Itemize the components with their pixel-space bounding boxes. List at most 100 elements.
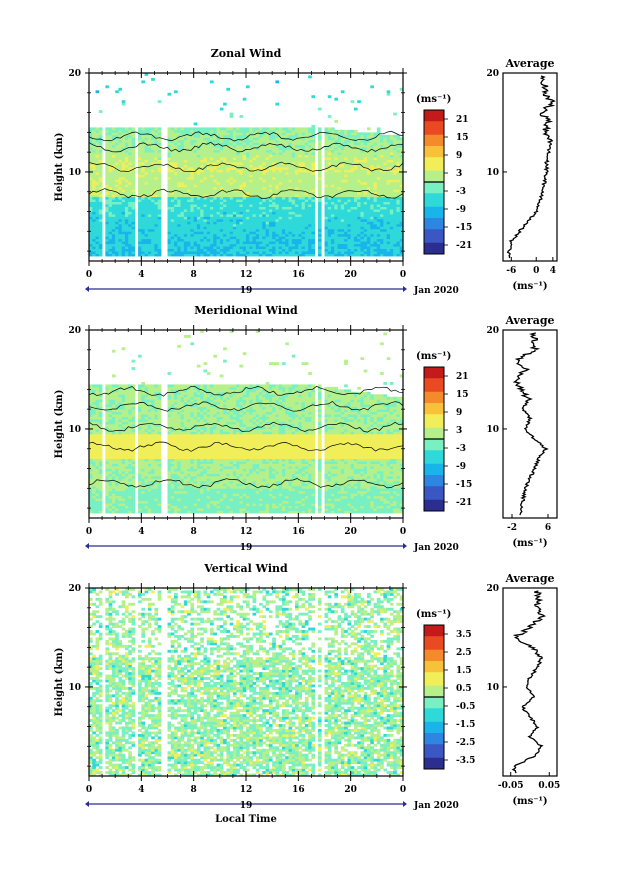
heatmap-cell <box>367 179 371 183</box>
heatmap-cell <box>124 196 129 200</box>
heatmap-cell <box>334 157 338 160</box>
heatmap-cell <box>275 199 280 203</box>
heatmap-cell <box>252 246 257 250</box>
heatmap-cell <box>255 241 260 245</box>
heatmap-cell <box>170 149 175 153</box>
heatmap-cell <box>111 164 116 168</box>
heatmap-cell <box>131 236 136 240</box>
heatmap-cell <box>177 162 181 165</box>
heatmap-cell <box>124 127 129 131</box>
heatmap-cell <box>128 152 132 156</box>
heatmap-cell <box>219 194 224 198</box>
heatmap-cell <box>187 248 191 252</box>
heatmap-cell <box>340 164 345 168</box>
heatmap-cell <box>281 176 286 180</box>
heatmap-cell <box>111 154 116 158</box>
heatmap-cell <box>180 209 185 212</box>
heatmap-cell <box>167 246 172 250</box>
heatmap-cell <box>331 246 335 250</box>
heatmap-cell <box>291 184 296 188</box>
heatmap-cell <box>111 221 116 225</box>
heatmap-cell <box>170 152 175 156</box>
heatmap-cell <box>141 221 145 225</box>
heatmap-cell <box>308 139 312 143</box>
heatmap-cell <box>311 132 316 136</box>
heatmap-cell <box>242 196 247 200</box>
heatmap-cell <box>324 164 329 168</box>
heatmap-cell <box>249 241 253 245</box>
heatmap-cell <box>357 137 361 141</box>
heatmap-cell <box>147 176 152 180</box>
heatmap-cell <box>360 157 365 160</box>
heatmap-cell <box>363 214 368 217</box>
heatmap-cell <box>265 149 270 153</box>
heatmap-cell <box>196 246 201 250</box>
heatmap-cell <box>344 132 348 136</box>
heatmap-cell <box>265 218 270 222</box>
heatmap-cell <box>121 162 126 165</box>
heatmap-cell <box>357 211 361 215</box>
heatmap-cell <box>272 134 276 138</box>
heatmap-cell <box>311 194 316 198</box>
heatmap-cell <box>304 248 309 252</box>
heatmap-cell <box>249 137 253 141</box>
heatmap-cell <box>124 206 129 210</box>
heatmap-cell <box>275 142 280 146</box>
heatmap-cell <box>203 174 208 178</box>
heatmap-cell <box>246 241 250 245</box>
heatmap-cell <box>229 243 234 247</box>
heatmap-cell <box>337 238 342 242</box>
heatmap-cell <box>180 204 185 207</box>
heatmap-cell <box>268 176 273 180</box>
heatmap-cell <box>92 463 96 467</box>
heatmap-cell <box>183 241 188 245</box>
heatmap-cell <box>327 186 332 190</box>
heatmap-cell <box>376 204 381 207</box>
heatmap-cell <box>327 253 332 257</box>
heatmap-cell <box>383 206 388 210</box>
heatmap-cell <box>324 199 329 203</box>
heatmap-cell <box>353 181 358 185</box>
heatmap-cell <box>138 171 142 175</box>
heatmap-cell <box>193 236 198 240</box>
heatmap-cell <box>334 241 338 245</box>
colorbar-segment <box>424 218 444 221</box>
heatmap-cell <box>147 216 152 220</box>
heatmap-cell <box>347 184 352 188</box>
heatmap-cell <box>193 206 198 210</box>
heatmap-cell <box>232 246 237 250</box>
heatmap-cell <box>317 233 322 237</box>
heatmap-cell <box>380 236 384 240</box>
heatmap-cell <box>128 253 132 257</box>
heatmap-cell <box>331 152 335 156</box>
heatmap-cell <box>246 152 250 156</box>
heatmap-cell <box>337 218 342 222</box>
heatmap-cell <box>115 137 119 141</box>
heatmap-cell <box>131 253 136 257</box>
heatmap-cell <box>301 231 306 235</box>
heatmap-cell <box>124 129 129 133</box>
heatmap-cell <box>92 191 96 195</box>
heatmap-cell <box>213 209 217 212</box>
heatmap-cell <box>308 154 312 158</box>
heatmap-cell <box>357 157 361 160</box>
heatmap-cell <box>396 184 401 188</box>
heatmap-cell <box>367 147 371 151</box>
heatmap-cell <box>95 186 100 190</box>
heatmap-cell <box>157 144 162 148</box>
heatmap-cell <box>108 147 113 151</box>
heatmap-cell <box>308 204 312 207</box>
heatmap-cell <box>226 152 231 156</box>
heatmap-cell <box>347 204 352 207</box>
heatmap-cell <box>190 233 195 237</box>
heatmap-cell <box>180 238 185 242</box>
heatmap-cell <box>347 176 352 180</box>
heatmap-cell <box>262 253 267 257</box>
heatmap-cell <box>268 204 273 207</box>
heatmap-cell <box>389 184 394 188</box>
heatmap-cell <box>105 134 110 138</box>
heatmap-cell <box>95 179 100 183</box>
heatmap-cell <box>167 137 172 141</box>
heatmap-cell <box>141 152 145 156</box>
heatmap-cell <box>360 228 365 232</box>
